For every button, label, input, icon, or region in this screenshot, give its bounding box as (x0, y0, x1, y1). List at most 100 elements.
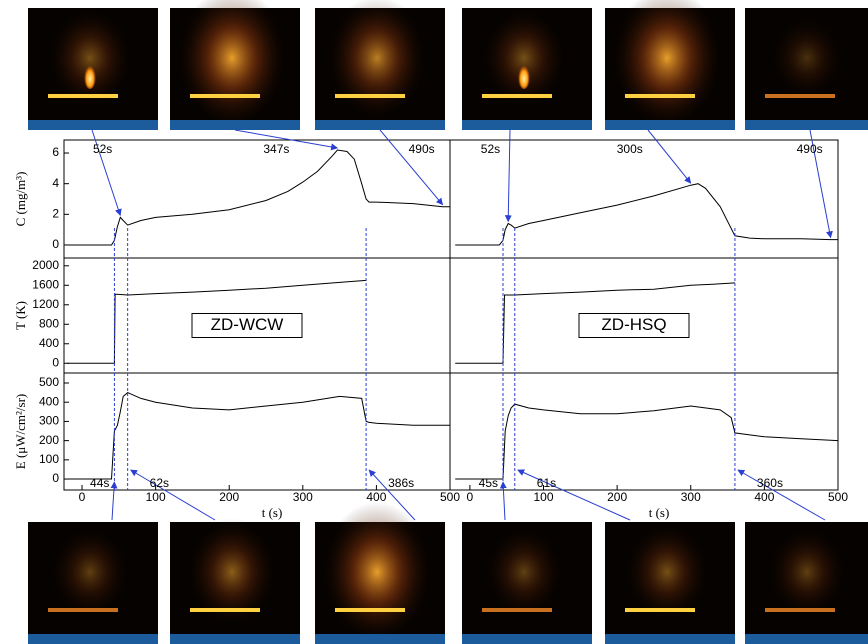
x-tick-label: 0 (79, 490, 86, 504)
photo-arrow (737, 469, 826, 521)
photo-base (462, 120, 592, 130)
time-label: 347s (263, 142, 289, 156)
label-box (191, 313, 303, 338)
photo-base (170, 634, 300, 644)
photo-glow (481, 8, 567, 108)
photo-rod (482, 94, 552, 98)
sample-label: ZD-HSQ (601, 315, 666, 334)
y-tick-label: 0 (52, 471, 59, 485)
photo-rod (625, 94, 695, 98)
x-axis-label: t (s) (649, 505, 670, 520)
photo-rod (48, 608, 118, 612)
time-label: 52s (481, 142, 500, 156)
photo-arrow (499, 481, 507, 521)
time-label: 360s (757, 476, 783, 490)
time-label: 61s (537, 476, 556, 490)
time-label: 490s (409, 142, 435, 156)
flame-photo (605, 0, 735, 130)
flame-photo (745, 522, 868, 644)
panel-frame (63, 139, 451, 259)
flame-photo (315, 502, 445, 644)
time-label: 45s (479, 476, 498, 490)
photo-glow (187, 518, 277, 626)
photo-rod (625, 608, 695, 612)
y-axis-label: C (mg/m³) (13, 172, 28, 227)
x-tick-label: 300 (681, 490, 701, 504)
photo-arrow (91, 129, 122, 217)
photo-glow (327, 0, 427, 120)
photo-arrow (647, 129, 692, 184)
x-tick-label: 500 (440, 490, 460, 504)
photo-arrow (517, 469, 631, 521)
flame-photo (170, 518, 300, 644)
sample-label: ZD-WCW (211, 315, 284, 334)
data-line (67, 149, 450, 246)
x-tick-label: 400 (366, 490, 386, 504)
photo-rod (48, 94, 118, 98)
time-label: 52s (93, 142, 112, 156)
time-label: 300s (617, 142, 643, 156)
photo-base (315, 120, 445, 130)
y-tick-label: 2 (52, 206, 59, 220)
y-tick-label: 1200 (32, 297, 59, 311)
photo-glow (47, 8, 133, 108)
photo-base (605, 634, 735, 644)
x-tick-label: 400 (754, 490, 774, 504)
data-line (67, 279, 367, 364)
photo-arrow (368, 469, 416, 521)
y-tick-label: 1600 (32, 277, 59, 291)
x-tick-label: 300 (293, 490, 313, 504)
photo-rod (765, 94, 835, 98)
data-line (455, 183, 838, 246)
photo-arrow (809, 129, 833, 239)
flame-photo (462, 522, 592, 644)
photo-rod (482, 608, 552, 612)
photo-rod (335, 94, 405, 98)
photo-flame (518, 63, 530, 89)
y-tick-label: 4 (52, 176, 59, 190)
data-line (67, 392, 450, 480)
photo-glow (767, 526, 847, 618)
y-tick-label: 6 (52, 145, 59, 159)
y-tick-label: 100 (39, 452, 59, 466)
label-box (578, 313, 690, 338)
photo-arrow (130, 469, 216, 521)
time-label: 386s (388, 476, 414, 490)
y-tick-label: 500 (39, 375, 59, 389)
x-tick-label: 500 (828, 490, 848, 504)
photo-base (28, 634, 158, 644)
photo-arrow (379, 129, 444, 206)
y-tick-label: 200 (39, 433, 59, 447)
x-axis-label: t (s) (262, 505, 283, 520)
photo-rod (190, 608, 260, 612)
y-tick-label: 2000 (32, 258, 59, 272)
y-tick-label: 400 (39, 394, 59, 408)
flame-photo (605, 522, 735, 644)
photo-base (745, 120, 868, 130)
time-label: 490s (797, 142, 823, 156)
flame-photo (745, 8, 868, 130)
y-axis-label: T (K) (13, 301, 28, 330)
photo-rod (765, 608, 835, 612)
panel-frame (449, 372, 839, 491)
photo-glow (322, 502, 432, 642)
flame-photo (28, 8, 158, 130)
photo-arrow (504, 129, 512, 223)
y-tick-label: 300 (39, 414, 59, 428)
y-axis-label: E (μW/cm²/sr) (13, 394, 28, 469)
photo-base (170, 120, 300, 130)
photo-arrow (234, 129, 339, 151)
photo-rod (190, 94, 260, 98)
x-tick-label: 100 (146, 490, 166, 504)
y-tick-label: 0 (52, 237, 59, 251)
photo-rod (335, 608, 405, 612)
flame-photo (170, 0, 300, 130)
x-tick-label: 200 (219, 490, 239, 504)
photo-glow (624, 522, 710, 622)
photo-arrow (110, 481, 118, 521)
y-tick-label: 800 (39, 316, 59, 330)
photo-flame (84, 63, 96, 89)
photo-glow (484, 526, 564, 618)
time-label: 62s (150, 476, 169, 490)
panel-frame (63, 372, 451, 491)
